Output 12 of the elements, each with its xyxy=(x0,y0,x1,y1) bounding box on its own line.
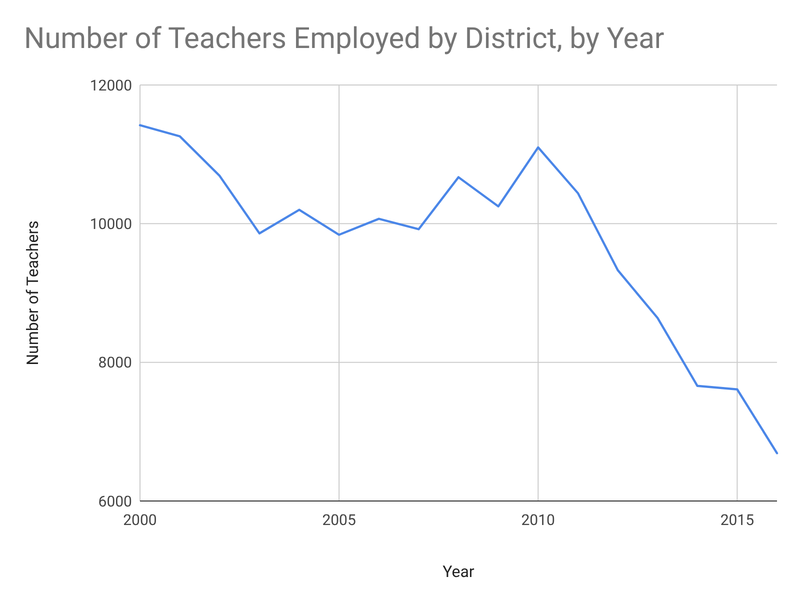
x-tick-label: 2000 xyxy=(123,511,157,529)
x-tick-label: 2015 xyxy=(720,511,754,529)
y-tick-label: 12000 xyxy=(90,76,132,94)
chart-title: Number of Teachers Employed by District, by Year xyxy=(24,22,664,56)
y-tick-label: 6000 xyxy=(98,492,132,510)
y-tick-label: 10000 xyxy=(90,214,132,233)
y-tick-label: 8000 xyxy=(98,354,132,372)
x-tick-label: 2005 xyxy=(322,511,356,529)
line-series xyxy=(138,124,778,454)
y-axis-title: Number of Teachers xyxy=(23,220,42,366)
x-axis-title: Year xyxy=(442,562,475,581)
x-tick-label: 2010 xyxy=(521,511,555,529)
